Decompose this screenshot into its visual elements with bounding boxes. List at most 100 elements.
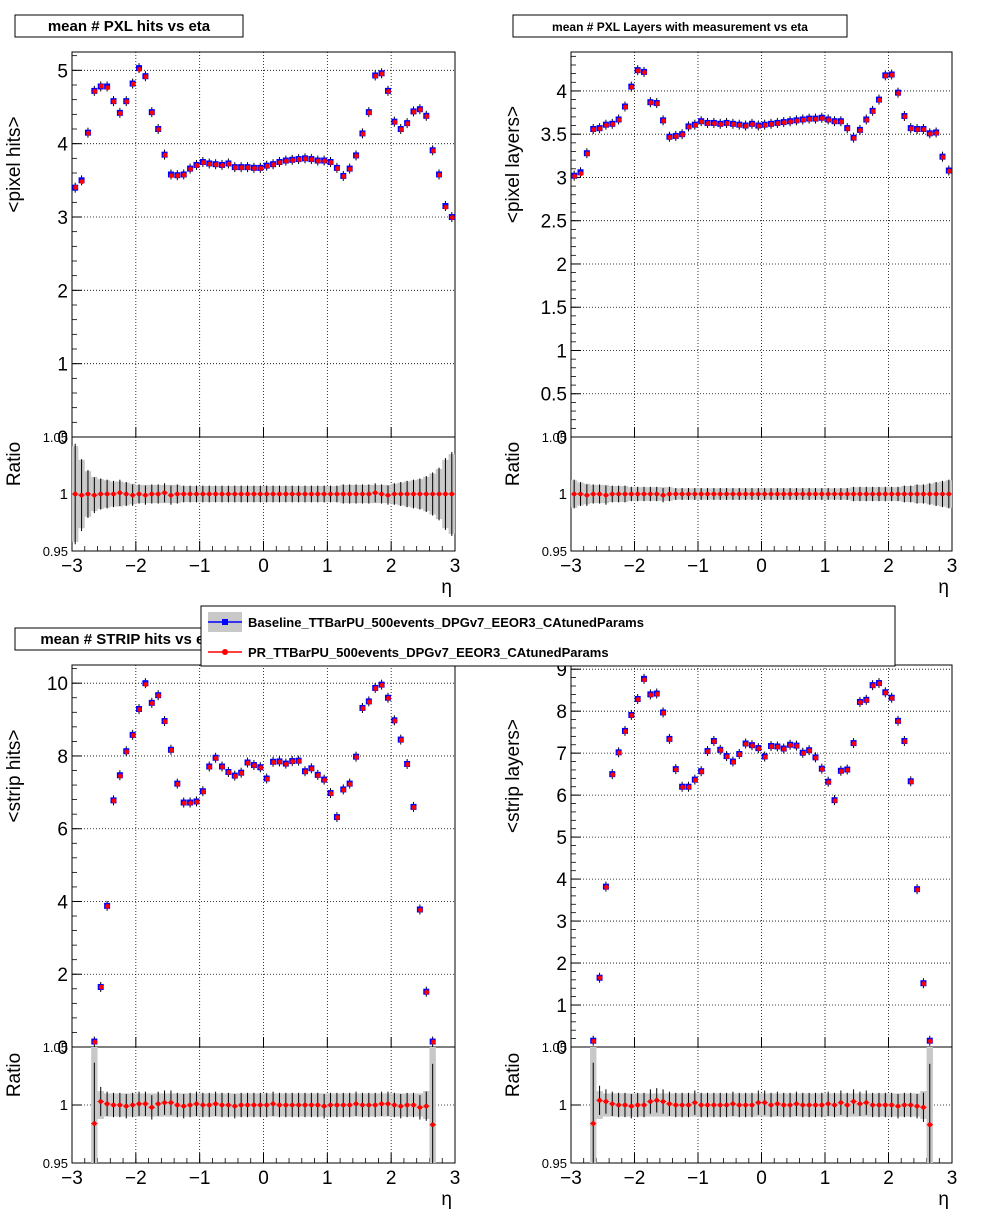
pr-point [149,700,155,706]
pr-point [946,168,952,174]
pr-point [838,119,844,125]
ratio-point [844,491,850,497]
ratio-point [379,1101,384,1107]
ratio-point [149,1105,155,1110]
pr-point [692,122,698,128]
ratio-point [385,1101,391,1107]
ratio-point [756,1100,761,1105]
pr-point [239,770,245,776]
xtick-label: 2 [386,556,397,577]
pr-point [902,114,908,119]
ratio-point [838,491,844,497]
pr-point [807,116,813,122]
ratio-point [768,1102,774,1108]
xtick-label: −3 [61,1168,83,1189]
ratio-point [104,491,110,497]
pr-point [870,683,876,689]
pr-point [705,749,711,754]
ratio-point [206,491,212,497]
xtick-label: −2 [125,1168,147,1189]
xtick-label: 1 [322,556,333,577]
ratio-point [162,490,167,496]
ratio-point [417,1105,423,1110]
ratio-point [155,491,161,497]
pr-point [328,791,334,796]
pr-point [417,107,423,113]
pr-point [245,165,251,171]
pr-point [864,697,870,703]
ratio-point [654,1098,660,1103]
ratio-point [762,1100,767,1105]
ratio-point [590,1121,596,1126]
ratio-point [673,1102,679,1108]
pr-point [731,121,736,127]
ratio-point [597,1098,602,1103]
ratio-point [584,492,590,498]
ytick-label: 1 [57,355,68,376]
ratio-point [679,491,685,497]
pr-point [889,695,895,701]
ratio-point [876,491,882,497]
pr-point [341,174,347,179]
ratio-point [705,1102,710,1108]
ratio-point [775,1101,780,1107]
ytick-label: 0 [57,428,68,449]
ratio-point [635,491,640,497]
ratio-point [340,1102,346,1108]
ratio-point [857,1101,863,1107]
ytick-label: 6 [556,786,567,807]
pr-point [379,682,385,688]
ratio-point [181,1103,187,1109]
ratio-point [819,491,825,497]
ratio-point [321,491,327,497]
ratio-point [117,490,123,496]
ratio-point [762,491,767,497]
pr-point [940,154,946,160]
ratio-point [98,491,104,497]
pr-point [277,160,283,165]
pr-point [283,761,289,767]
pr-point [424,989,430,995]
pr-point [845,767,851,773]
pr-point [813,755,819,761]
pr-point [143,74,149,80]
legend: Baseline_TTBarPU_500events_DPGv7_EEOR3_C… [200,605,896,667]
ytick-label: 1.5 [541,298,567,319]
pr-point [366,110,372,116]
ratio-point [622,1102,628,1108]
pr-point [648,692,654,698]
pr-point [130,81,136,87]
ratio-point [698,491,704,497]
ytick-label: 2 [57,965,68,986]
ratio-axis-label: Ratio [4,1053,25,1097]
ratio-point [245,491,250,497]
ratio-point [289,1102,295,1108]
pr-point [686,124,692,130]
pr-point [819,766,825,772]
pr-point [360,706,366,711]
pr-point [711,121,717,126]
pr-point [610,121,616,127]
ratio-point [175,1102,180,1108]
ratio-ytick-label: 1 [559,1097,567,1114]
ratio-point [321,1103,327,1109]
pr-point [137,707,142,712]
ratio-point [302,1102,308,1108]
ratio-point [902,1102,907,1108]
xtick-label: 1 [322,1168,333,1189]
pr-point [870,108,876,114]
pr-point [398,737,404,743]
pr-point [889,72,895,78]
ytick-label: 3 [57,208,68,229]
pr-point [921,981,927,987]
ratio-point [806,1102,812,1108]
pr-point [826,779,832,785]
ratio-ytick-label: 1.05 [542,1040,567,1055]
pr-point [896,718,901,724]
ratio-point [654,491,660,497]
ratio-point [756,491,761,497]
ratio-point [883,491,888,497]
pr-point [584,151,590,157]
ytick-label: 4 [57,135,68,156]
pr-point [724,121,730,126]
